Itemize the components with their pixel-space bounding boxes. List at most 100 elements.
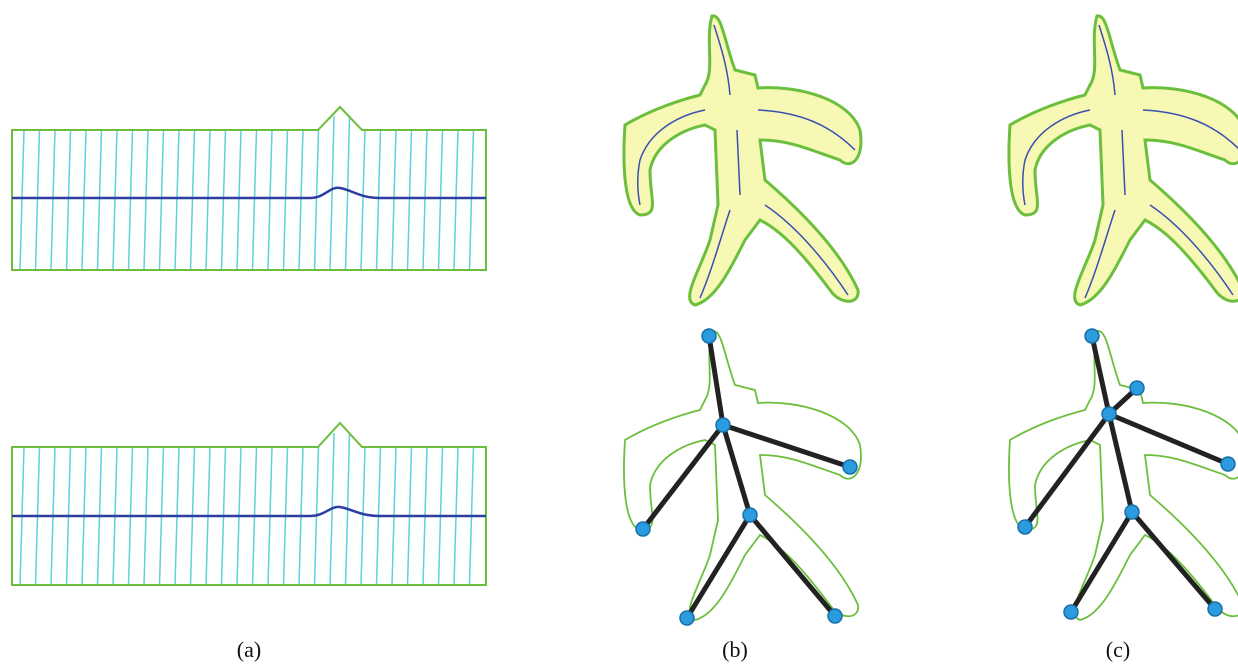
strip-line [208,447,210,516]
strip-line [299,198,301,270]
strip-line [332,116,334,198]
strip-line [394,447,396,516]
strip-line [441,130,443,198]
strip-line [454,516,456,585]
skeleton-edge [709,336,723,425]
strip-line [394,130,396,198]
strip-line [208,130,210,198]
strip-line [131,130,133,198]
strip-line [67,516,69,585]
strip-line [115,130,117,198]
strip-line [84,130,86,198]
strip-line [38,447,40,516]
strip-line [20,198,22,270]
strip-line [82,198,84,270]
strip-line [346,198,348,270]
skeleton-edge [750,515,835,616]
strip-line [286,447,288,516]
strip-lines [20,116,474,586]
strip-line [470,198,472,270]
strip-line [237,198,239,270]
strip-line [423,198,425,270]
strip-line [346,516,348,585]
strip-line [115,447,117,516]
strip-line [146,130,148,198]
strip-line [224,130,226,198]
strip-line [146,447,148,516]
strip-line [222,516,224,585]
strip-line [175,198,177,270]
strip-line [160,198,162,270]
strip-line [224,447,226,516]
strip-line [268,198,270,270]
strip-line [410,130,412,198]
strip-line [470,516,472,585]
strip-line [423,516,425,585]
strip-line [36,198,38,270]
strip-line [392,516,394,585]
strip-line [36,516,38,585]
strip-line [144,516,146,585]
strip-line [392,198,394,270]
panel-label: (a) [237,637,261,662]
strip-line [317,130,319,198]
strip-line [441,447,443,516]
strip-line [98,198,100,270]
panel-b-shape [624,16,861,305]
strip-line [67,198,69,270]
strip-line [160,516,162,585]
strip-line [129,198,131,270]
skeleton-node [680,611,694,625]
strip-line [131,447,133,516]
strip-line [113,516,115,585]
strip-line [84,447,86,516]
skeleton-node [1102,407,1116,421]
strip-line [162,447,164,516]
strip-line [191,198,193,270]
strip-line [315,198,317,270]
skeleton-node [1018,520,1032,534]
strip-line [361,516,363,585]
panel-label: (c) [1106,637,1130,662]
panel-b-outline [624,331,861,620]
strip-line [439,198,441,270]
strip-line [53,130,55,198]
strip-line [425,130,427,198]
strip-line [472,447,474,516]
strip-line [315,516,317,585]
strip-line [206,198,208,270]
skeleton-node [743,508,757,522]
strip-line [268,516,270,585]
skeleton-node [1221,457,1235,471]
strip-line [100,447,102,516]
skeleton-edge [723,425,750,515]
strip-line [408,516,410,585]
strip-line [253,516,255,585]
strip-line [363,130,365,198]
strip-line [270,447,272,516]
strip-line [377,198,379,270]
strip-line [162,130,164,198]
strip-line [456,447,458,516]
skeleton-node [1085,329,1099,343]
skeleton-edge [1109,414,1132,512]
strip-line [317,447,319,516]
strip-line [363,447,365,516]
strip-line [22,130,24,198]
strip-line [379,447,381,516]
strip-line [191,516,193,585]
strip-line [425,447,427,516]
figure: (a) (b) (c) [0,0,1238,667]
skeleton-node [716,418,730,432]
strip-line [472,130,474,198]
strip-line [408,198,410,270]
strip-line [255,130,257,198]
skeleton-node [828,609,842,623]
skeleton-b [636,329,857,625]
strip-line [286,130,288,198]
strip-line [299,516,301,585]
skeleton-node [1208,602,1222,616]
strip-line [456,130,458,198]
skeleton-node [636,522,650,536]
medial-axis [12,507,486,516]
